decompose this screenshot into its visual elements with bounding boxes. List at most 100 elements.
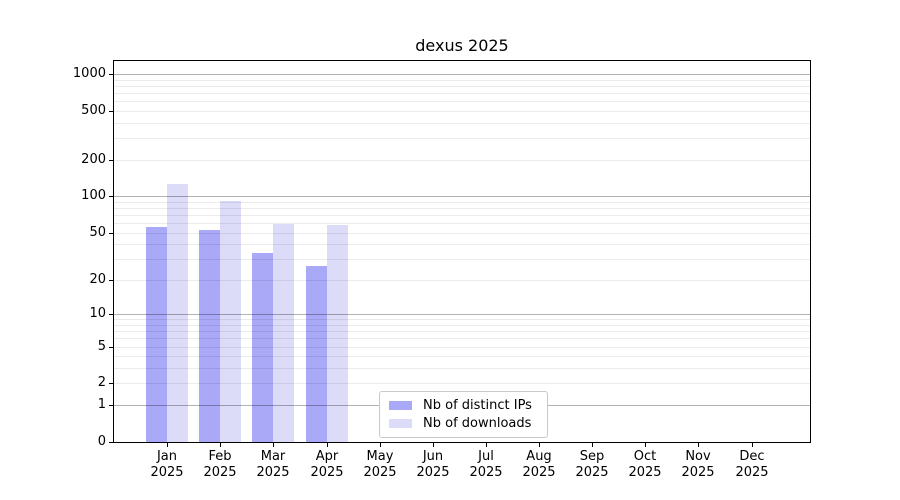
bar-downloads-mar xyxy=(273,224,294,442)
grid-line-90 xyxy=(114,202,810,203)
chart-title: dexus 2025 xyxy=(415,36,509,55)
x-label-year: 2025 xyxy=(150,465,184,480)
legend-row-distinct-ips: Nb of distinct IPs xyxy=(389,398,538,413)
x-label-year: 2025 xyxy=(522,465,556,480)
bar-distinct-ips-mar xyxy=(252,253,273,442)
legend-swatch-distinct-ips xyxy=(389,401,412,410)
x-label-month: Jun xyxy=(422,449,444,464)
x-label-month: Sep xyxy=(579,449,605,464)
bar-downloads-apr xyxy=(327,225,348,442)
x-axis-tick-label-oct: Oct 2025 xyxy=(615,449,675,481)
x-label-month: Jan xyxy=(156,449,178,464)
grid-line-1000 xyxy=(114,74,810,75)
grid-line-300 xyxy=(114,138,810,139)
legend-label-distinct-ips: Nb of distinct IPs xyxy=(423,398,532,413)
x-label-year: 2025 xyxy=(203,465,237,480)
grid-line-60 xyxy=(114,223,810,224)
x-axis-tick xyxy=(486,443,487,447)
y-axis-tick xyxy=(109,196,113,197)
x-label-month: Feb xyxy=(208,449,232,464)
x-axis-tick-label-nov: Nov 2025 xyxy=(668,449,728,481)
x-label-year: 2025 xyxy=(416,465,450,480)
y-axis-tick-label: 5 xyxy=(97,339,106,354)
y-axis-tick xyxy=(109,314,113,315)
x-label-year: 2025 xyxy=(256,465,290,480)
x-label-year: 2025 xyxy=(735,465,769,480)
bar-distinct-ips-jan xyxy=(146,227,167,442)
grid-line-600 xyxy=(114,101,810,102)
y-axis-tick-label: 1 xyxy=(97,397,106,412)
y-axis-tick xyxy=(109,280,113,281)
y-axis-tick-label: 20 xyxy=(89,272,106,287)
x-axis-tick xyxy=(220,443,221,447)
x-axis-tick xyxy=(539,443,540,447)
y-axis-tick-label: 0 xyxy=(97,434,106,449)
x-label-year: 2025 xyxy=(469,465,503,480)
x-label-year: 2025 xyxy=(363,465,397,480)
x-axis-tick xyxy=(327,443,328,447)
x-axis-tick-label-sep: Sep 2025 xyxy=(562,449,622,481)
y-axis-tick xyxy=(109,442,113,443)
grid-line-200 xyxy=(114,160,810,161)
x-axis-tick xyxy=(433,443,434,447)
x-axis-tick-label-apr: Apr 2025 xyxy=(297,449,357,481)
legend-row-downloads: Nb of downloads xyxy=(389,416,538,431)
x-axis-tick-label-mar: Mar 2025 xyxy=(243,449,303,481)
grid-line-900 xyxy=(114,80,810,81)
y-axis-tick-label: 200 xyxy=(81,152,106,167)
x-axis-tick xyxy=(645,443,646,447)
bar-downloads-jan xyxy=(167,184,188,442)
y-axis-tick xyxy=(109,74,113,75)
y-axis-tick xyxy=(109,383,113,384)
x-axis-tick-label-jan: Jan 2025 xyxy=(137,449,197,481)
y-axis-tick-label: 50 xyxy=(89,225,106,240)
grid-line-800 xyxy=(114,86,810,87)
y-axis-tick-label: 500 xyxy=(81,103,106,118)
x-axis-tick xyxy=(380,443,381,447)
x-axis-tick xyxy=(273,443,274,447)
grid-line-500 xyxy=(114,111,810,112)
x-axis-tick xyxy=(592,443,593,447)
grid-line-100 xyxy=(114,196,810,197)
grid-line-400 xyxy=(114,123,810,124)
bar-distinct-ips-feb xyxy=(199,230,220,442)
legend-label-downloads: Nb of downloads xyxy=(423,416,532,431)
x-label-year: 2025 xyxy=(575,465,609,480)
y-axis-tick-label: 10 xyxy=(89,306,106,321)
x-axis-tick-label-feb: Feb 2025 xyxy=(190,449,250,481)
x-label-month: Dec xyxy=(739,449,765,464)
x-axis-tick-label-aug: Aug 2025 xyxy=(509,449,569,481)
legend-swatch-downloads xyxy=(389,419,412,428)
grid-line-80 xyxy=(114,208,810,209)
y-axis-tick-label: 1000 xyxy=(72,66,106,81)
x-label-month: Oct xyxy=(633,449,657,464)
grid-line-70 xyxy=(114,215,810,216)
x-label-month: Jul xyxy=(478,449,494,464)
x-label-month: Apr xyxy=(315,449,339,464)
bar-distinct-ips-apr xyxy=(306,266,327,442)
y-axis-tick xyxy=(109,233,113,234)
x-label-year: 2025 xyxy=(310,465,344,480)
legend: Nb of distinct IPs Nb of downloads xyxy=(379,391,548,438)
y-axis-tick-label: 100 xyxy=(81,188,106,203)
x-axis-tick xyxy=(167,443,168,447)
x-label-year: 2025 xyxy=(681,465,715,480)
y-axis-tick xyxy=(109,405,113,406)
grid-line-700 xyxy=(114,93,810,94)
x-label-year: 2025 xyxy=(628,465,662,480)
bar-downloads-feb xyxy=(220,201,241,442)
x-axis-tick xyxy=(752,443,753,447)
x-axis-tick-label-jun: Jun 2025 xyxy=(403,449,463,481)
y-axis-tick xyxy=(109,347,113,348)
x-axis-tick-label-jul: Jul 2025 xyxy=(456,449,516,481)
plot-area: 1000 500 200 100 50 20 10 5 2 1 0 Jan 2025 Feb 2025 Mar… xyxy=(73,60,811,480)
x-axis-tick-label-may: May 2025 xyxy=(350,449,410,481)
x-axis-tick-label-dec: Dec 2025 xyxy=(722,449,782,481)
y-axis-tick xyxy=(109,160,113,161)
y-axis-tick xyxy=(109,111,113,112)
x-axis-tick xyxy=(698,443,699,447)
x-label-month: Mar xyxy=(260,449,286,464)
x-label-month: Nov xyxy=(685,449,711,464)
x-label-month: Aug xyxy=(526,449,552,464)
